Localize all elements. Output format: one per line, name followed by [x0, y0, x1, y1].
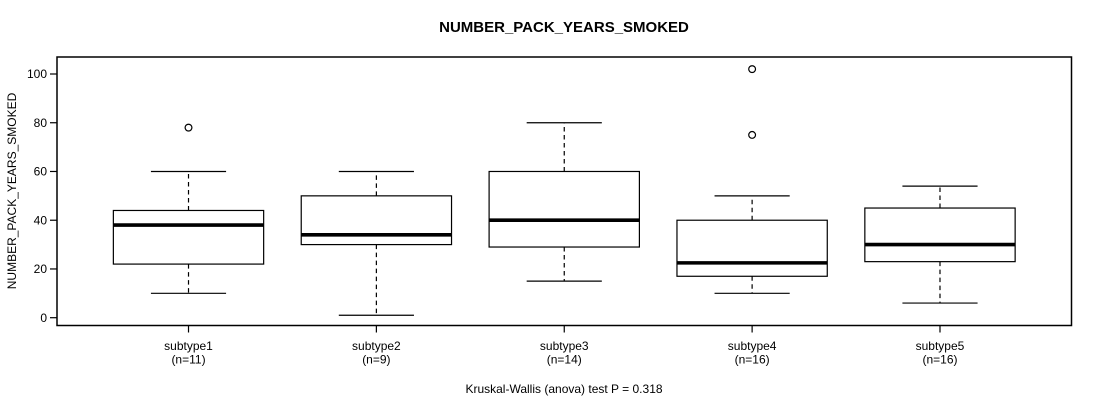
chart-title: NUMBER_PACK_YEARS_SMOKED	[439, 19, 689, 36]
category-count: (n=14)	[547, 353, 582, 367]
outlier-point	[184, 123, 193, 132]
category-label: subtype2	[352, 339, 401, 353]
outlier-point	[748, 65, 757, 74]
y-axis-tick-label: 40	[34, 213, 48, 227]
category-count: (n=16)	[735, 353, 770, 367]
category-count: (n=11)	[171, 353, 205, 367]
y-axis-tick-label: 0	[40, 311, 47, 325]
category-count: (n=16)	[922, 353, 957, 367]
box-iqr	[300, 195, 453, 246]
box-iqr	[676, 219, 828, 277]
category-label: subtype1	[164, 339, 213, 353]
y-axis-tick-label: 100	[27, 67, 47, 81]
y-axis-tick-label: 60	[34, 165, 48, 179]
box-iqr	[864, 207, 1016, 263]
y-axis-tick-label: 20	[34, 262, 48, 276]
y-axis-tick-label: 80	[34, 116, 48, 130]
plot-layer: 0 20 40 60 80 100 subtype1(n=11) subtype2(n=9) s…	[27, 56, 1073, 367]
category-label: subtype5	[916, 339, 965, 353]
category-label: subtype3	[540, 339, 589, 353]
outlier-point	[748, 130, 757, 139]
y-axis-label: NUMBER_PACK_YEARS_SMOKED	[5, 92, 19, 289]
box-iqr	[112, 209, 265, 265]
category-count: (n=9)	[362, 353, 390, 367]
category-label: subtype4	[728, 339, 777, 353]
box-iqr	[488, 170, 640, 248]
footer-note: Kruskal-Wallis (anova) test P = 0.318	[465, 382, 662, 396]
